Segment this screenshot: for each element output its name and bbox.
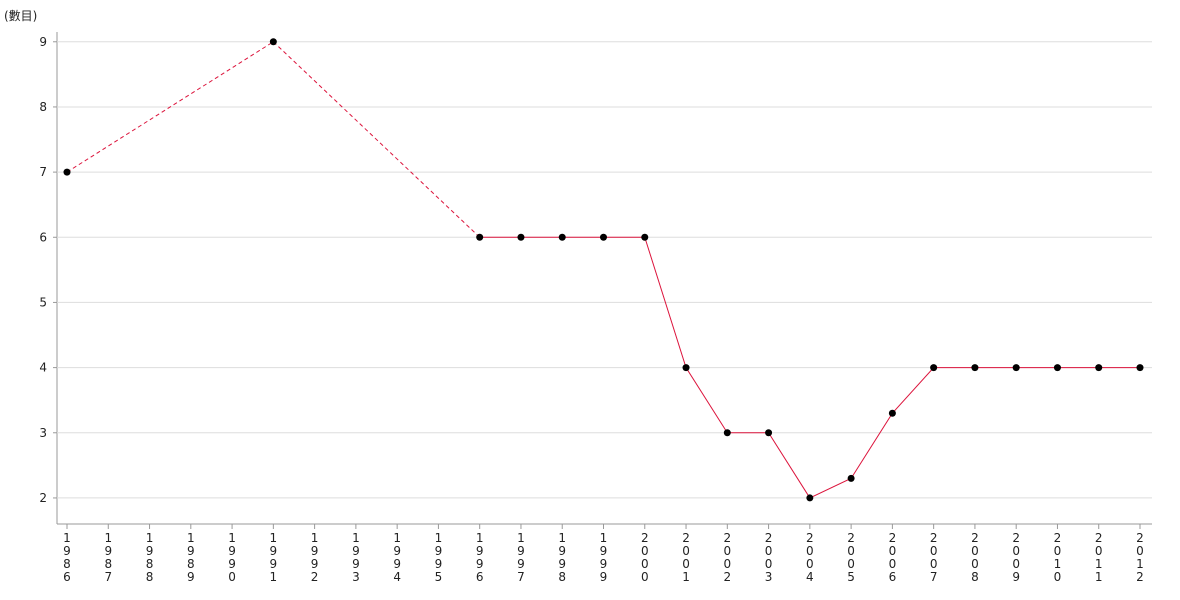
point — [806, 494, 814, 502]
point — [1053, 364, 1061, 372]
y-tick-label: 2 — [39, 491, 47, 505]
point — [1136, 364, 1144, 372]
y-tick-label: 8 — [39, 100, 47, 114]
point — [269, 38, 277, 46]
y-tick-label: 5 — [39, 295, 47, 309]
point — [641, 233, 649, 241]
point — [847, 474, 855, 482]
y-tick-label: 7 — [39, 165, 47, 179]
y-tick-label: 3 — [39, 426, 47, 440]
gap-connector — [273, 41, 481, 238]
point — [1095, 364, 1103, 372]
point — [765, 429, 773, 437]
point — [682, 364, 690, 372]
point — [930, 364, 938, 372]
point — [600, 233, 607, 241]
y-tick-label: 4 — [39, 361, 47, 375]
point — [1012, 364, 1020, 372]
point — [558, 233, 566, 241]
point — [476, 233, 484, 241]
point — [723, 429, 731, 437]
point — [63, 168, 71, 176]
y-tick-label: 6 — [39, 230, 47, 244]
point — [517, 233, 525, 241]
y-axis-label: (數目) — [4, 9, 37, 23]
gap-connector — [66, 41, 274, 173]
point — [888, 409, 896, 417]
y-tick-label: 9 — [39, 35, 47, 49]
point — [971, 364, 979, 372]
